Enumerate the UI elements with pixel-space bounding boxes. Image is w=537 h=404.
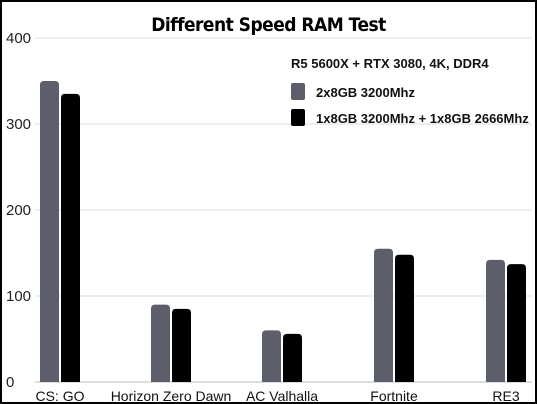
bar-1-4 xyxy=(486,259,505,382)
x-category-label: RE3 xyxy=(492,388,519,402)
bar-2-2 xyxy=(283,333,302,382)
bar-2-3 xyxy=(395,254,414,382)
bar-1-3 xyxy=(374,248,393,382)
legend-label-1: 2x8GB 3200Mhz xyxy=(316,85,415,100)
legend-swatch-2 xyxy=(291,109,305,126)
legend: R5 5600X + RTX 3080, 4K, DDR4 2x8GB 3200… xyxy=(291,56,529,126)
bar-2-4 xyxy=(507,264,526,382)
legend-label-2: 1x8GB 3200Mhz + 1x8GB 2666Mhz xyxy=(316,111,529,126)
chart-subtitle: R5 5600X + RTX 3080, 4K, DDR4 xyxy=(291,56,489,71)
x-category-label: CS: GO xyxy=(35,388,84,402)
x-category-label: Horizon Zero Dawn xyxy=(111,388,232,402)
gridlines xyxy=(35,37,532,383)
bar-1-2 xyxy=(262,330,281,382)
x-category-label: Fortnite xyxy=(370,388,418,402)
bar-1-1 xyxy=(151,304,170,382)
bar-1-0 xyxy=(40,81,59,382)
legend-swatch-1 xyxy=(291,83,305,100)
bars xyxy=(40,81,526,383)
y-tick-label: 300 xyxy=(6,116,31,133)
chart-title: Different Speed RAM Test xyxy=(151,14,386,36)
y-axis-ticks: 0 100 200 300 400 xyxy=(6,30,31,391)
y-tick-label: 400 xyxy=(6,30,31,47)
y-tick-label: 0 xyxy=(6,374,14,391)
x-axis-categories: CS: GO Horizon Zero Dawn AC Valhalla Fortni… xyxy=(35,388,519,402)
y-tick-label: 100 xyxy=(6,288,31,305)
x-category-label: AC Valhalla xyxy=(246,388,318,402)
y-tick-label: 200 xyxy=(6,202,31,219)
bar-2-1 xyxy=(172,308,191,382)
bar-2-0 xyxy=(61,93,80,383)
